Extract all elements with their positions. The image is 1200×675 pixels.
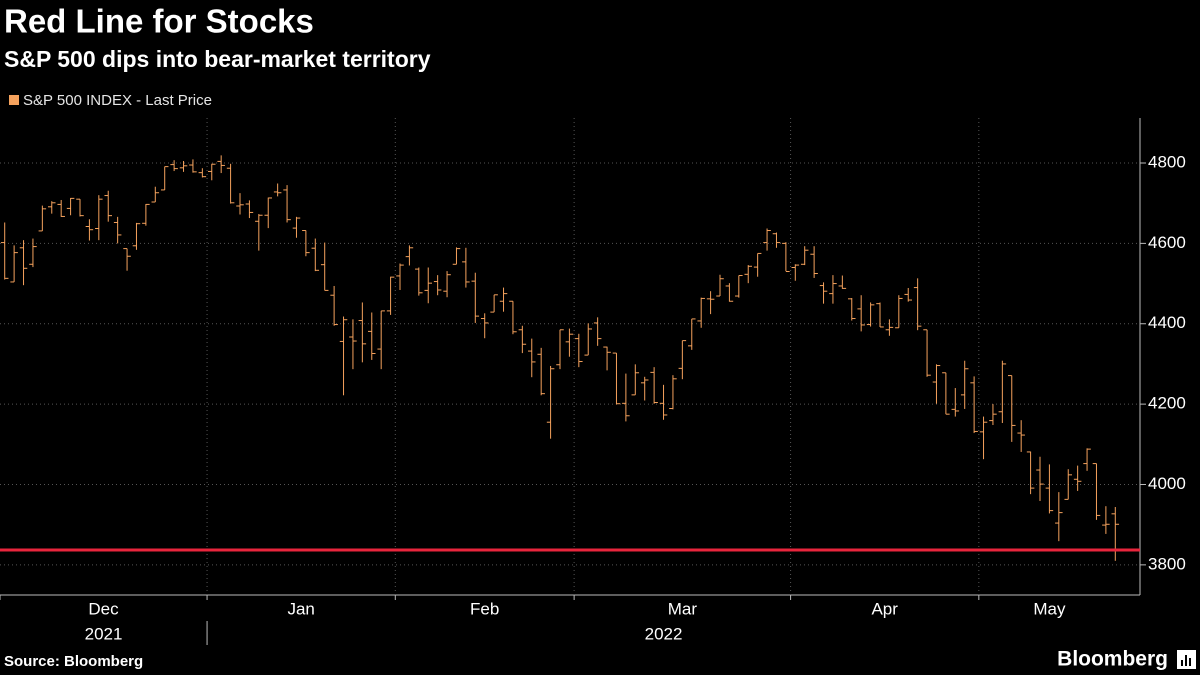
year-label: 2021 xyxy=(85,624,123,643)
x-tick-label: Apr xyxy=(871,599,898,618)
y-tick-label: 4000 xyxy=(1148,474,1186,493)
y-tick-label: 4800 xyxy=(1148,152,1186,171)
y-tick-label: 4400 xyxy=(1148,313,1186,332)
x-tick-label: May xyxy=(1033,599,1066,618)
legend-label: S&P 500 INDEX - Last Price xyxy=(23,92,212,109)
chart-title: Red Line for Stocks xyxy=(4,3,314,40)
y-tick-label: 3800 xyxy=(1148,554,1186,573)
brand-icon xyxy=(1177,650,1196,669)
x-tick-label: Feb xyxy=(470,599,499,618)
x-tick-label: Mar xyxy=(668,599,698,618)
brand: Bloomberg xyxy=(1057,648,1168,671)
source: Source: Bloomberg xyxy=(4,653,143,670)
legend-swatch xyxy=(9,95,19,105)
y-tick-label: 4200 xyxy=(1148,394,1186,413)
chart-subtitle: S&P 500 dips into bear-market territory xyxy=(4,46,431,72)
x-tick-label: Dec xyxy=(88,599,119,618)
year-label: 2022 xyxy=(645,624,683,643)
x-tick-label: Jan xyxy=(287,599,314,618)
y-tick-label: 4600 xyxy=(1148,233,1186,252)
